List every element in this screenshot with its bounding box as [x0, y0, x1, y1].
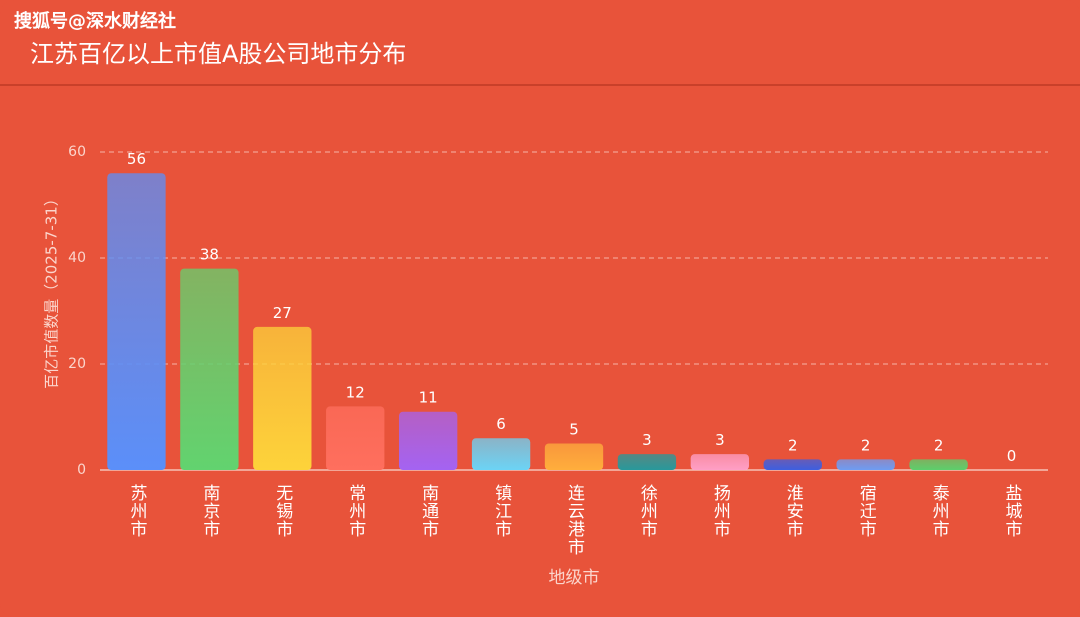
watermark: 搜狐号@深水财经社: [14, 10, 176, 32]
bar: [107, 173, 166, 470]
value-label: 2: [861, 436, 871, 454]
value-label: 27: [273, 304, 292, 322]
y-tick-label: 60: [68, 144, 86, 160]
x-tick-label: 连云港市: [564, 484, 585, 556]
y-tick-label: 20: [68, 356, 86, 372]
y-axis-label: 百亿市值数量（2025-7-31）: [43, 191, 61, 389]
value-label: 56: [127, 150, 146, 168]
y-tick-label: 0: [77, 462, 86, 478]
bar: [471, 438, 531, 470]
bar: [326, 406, 385, 470]
y-tick-label: 40: [68, 250, 86, 266]
value-label: 0: [1007, 447, 1017, 465]
bar: [763, 459, 822, 470]
value-label: 38: [200, 246, 219, 264]
value-label: 2: [788, 436, 798, 454]
bar: [253, 326, 312, 470]
bar: [690, 454, 750, 470]
x-tick-label: 南通市: [418, 484, 439, 538]
x-tick-label: 镇江市: [491, 484, 512, 538]
x-tick-label: 泰州市: [929, 484, 950, 538]
x-tick-label: 南京市: [199, 484, 220, 538]
value-label: 11: [419, 389, 438, 407]
x-tick-label: 盐城市: [1002, 484, 1023, 538]
value-label: 2: [934, 436, 944, 454]
bar: [398, 411, 458, 470]
bar: [544, 443, 604, 470]
bar: [617, 454, 677, 470]
x-tick-label: 扬州市: [710, 484, 731, 538]
x-tick-label: 常州市: [345, 484, 366, 538]
bar: [909, 459, 968, 470]
value-label: 3: [715, 431, 725, 449]
x-tick-label: 无锡市: [272, 484, 293, 538]
x-tick-label: 苏州市: [126, 484, 147, 538]
x-tick-label: 宿迁市: [856, 484, 877, 538]
bar: [836, 459, 895, 470]
value-label: 5: [569, 421, 579, 439]
value-label: 6: [496, 415, 506, 433]
bar: [180, 268, 239, 470]
value-label: 3: [642, 431, 652, 449]
x-tick-label: 徐州市: [637, 484, 658, 538]
chart-title: 江苏百亿以上市值A股公司地市分布: [30, 40, 406, 68]
x-axis-label: 地级市: [549, 568, 600, 588]
value-label: 12: [346, 383, 365, 401]
x-tick-label: 淮安市: [783, 484, 804, 538]
